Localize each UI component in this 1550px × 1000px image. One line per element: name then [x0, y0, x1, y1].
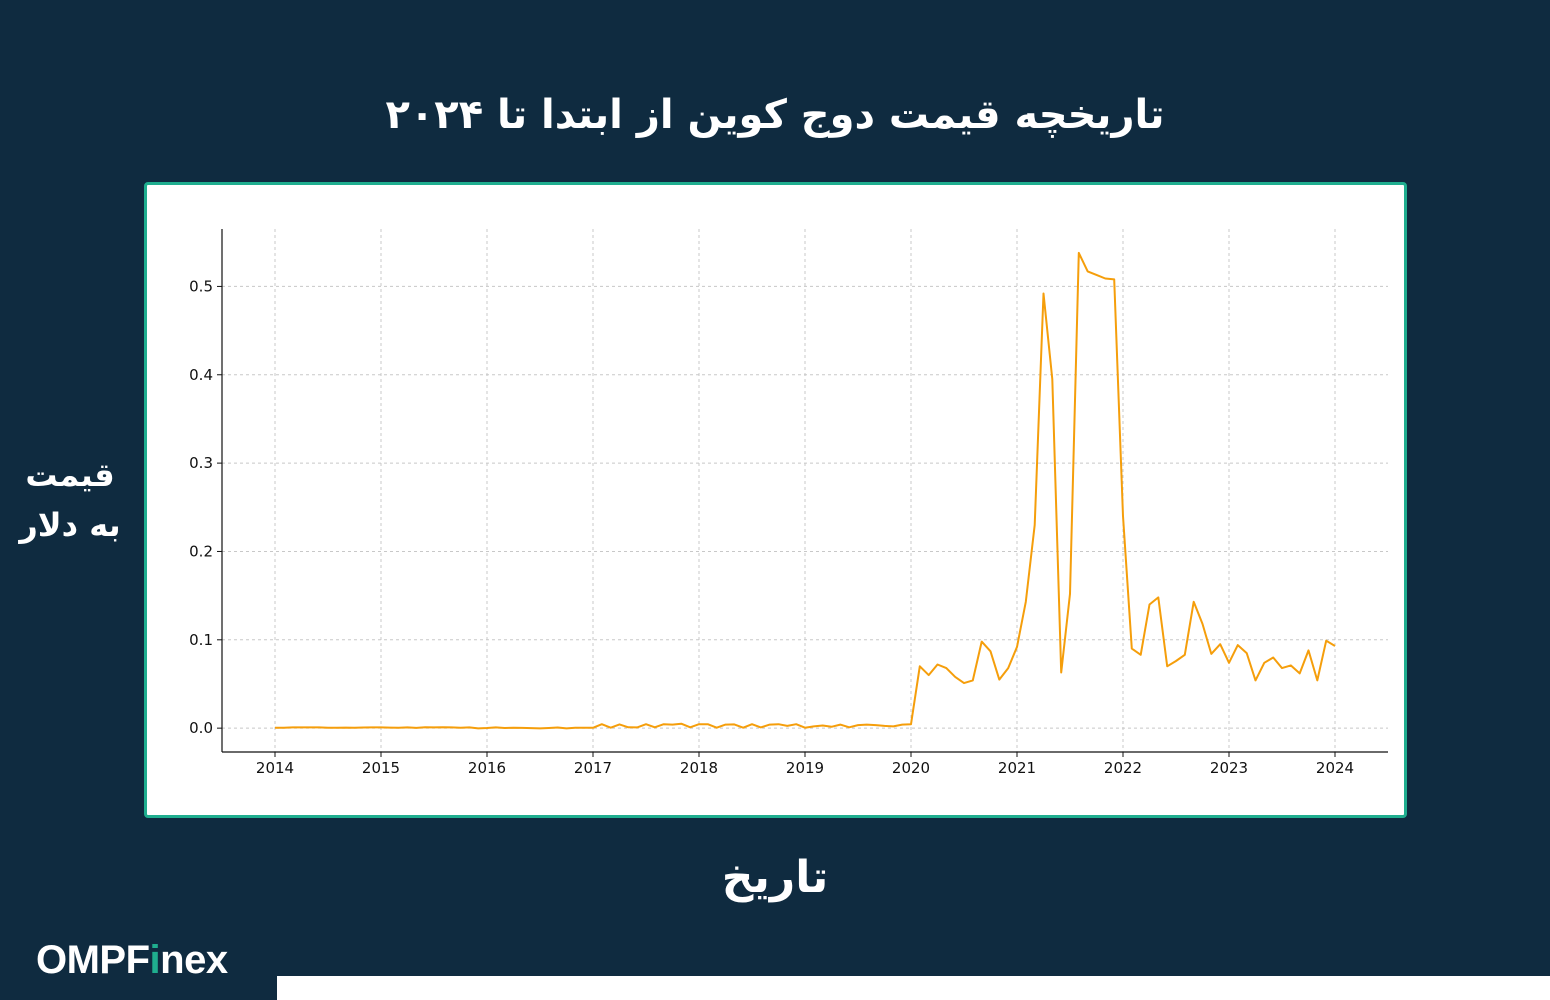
x-ticks: 2014 2015 2016 2017 2018 2019 2020 2021 2022 2023…: [256, 752, 1354, 777]
x-tick-label: 2019: [786, 759, 824, 777]
chart-frame: 2014 2015 2016 2017 2018 2019 2020 2021 2022 2023…: [144, 182, 1407, 818]
y-tick-label: 0.5: [189, 277, 213, 295]
y-ticks: 0.0 0.1 0.2 0.3 0.4 0.5: [189, 277, 222, 737]
x-tick-label: 2021: [998, 759, 1036, 777]
y-tick-label: 0.1: [189, 631, 213, 649]
x-tick-label: 2014: [256, 759, 294, 777]
y-axis-label-line-1: قیمت: [25, 456, 115, 494]
x-tick-label: 2017: [574, 759, 612, 777]
y-tick-label: 0.4: [189, 366, 213, 384]
x-gridlines: [274, 229, 1336, 752]
x-tick-label: 2024: [1316, 759, 1354, 777]
x-tick-label: 2023: [1210, 759, 1248, 777]
y-tick-label: 0.3: [189, 454, 213, 472]
x-axis-label: تاریخ: [721, 852, 829, 903]
y-axis-label: قیمت به دلار: [10, 450, 130, 550]
x-tick-label: 2022: [1104, 759, 1142, 777]
x-tick-label: 2018: [680, 759, 718, 777]
bottom-bar: [277, 976, 1550, 1000]
y-axis-label-line-2: به دلار: [19, 506, 121, 544]
chart-title: تاریخچه قیمت دوج کوین از ابتدا تا ۲۰۲۴: [385, 92, 1165, 138]
x-tick-label: 2015: [362, 759, 400, 777]
logo-text-1: OMPF: [36, 938, 150, 982]
price-line: [274, 251, 1336, 730]
brand-logo: OMPFinex: [36, 938, 228, 983]
x-tick-label: 2016: [468, 759, 506, 777]
logo-text-2: nex: [160, 938, 228, 982]
x-tick-label: 2020: [892, 759, 930, 777]
y-tick-label: 0.0: [189, 719, 213, 737]
logo-text-accent: i: [149, 938, 161, 982]
line-chart: 2014 2015 2016 2017 2018 2019 2020 2021 2022 2023…: [189, 229, 1388, 777]
y-tick-label: 0.2: [189, 542, 213, 560]
